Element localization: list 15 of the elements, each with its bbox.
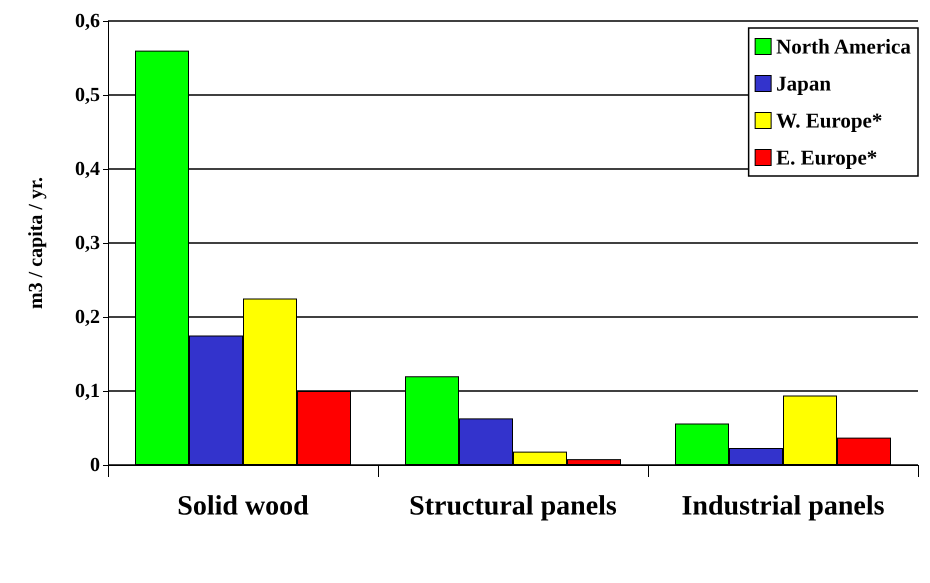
x-tick-label: Solid wood	[177, 490, 310, 522]
x-tick-label: Industrial panels	[681, 490, 885, 522]
x-tick-label: Structural panels	[409, 490, 617, 522]
legend-label: E. Europe*	[776, 146, 878, 170]
legend-label: Japan	[776, 72, 832, 96]
legend-label: W. Europe*	[776, 108, 882, 132]
y-tick-label: 0,3	[75, 232, 100, 254]
y-tick-label: 0,4	[75, 158, 100, 180]
legend-label: North America	[776, 34, 912, 58]
y-tick-label: 0,2	[75, 306, 100, 328]
y-tick-label: 0	[90, 454, 100, 476]
y-tick-label: 0,5	[75, 84, 100, 106]
y-tick-label: 0,1	[75, 380, 100, 402]
y-tick-label: 0,6	[75, 10, 100, 32]
y-axis-title: m3 / capita / yr.	[25, 176, 47, 310]
